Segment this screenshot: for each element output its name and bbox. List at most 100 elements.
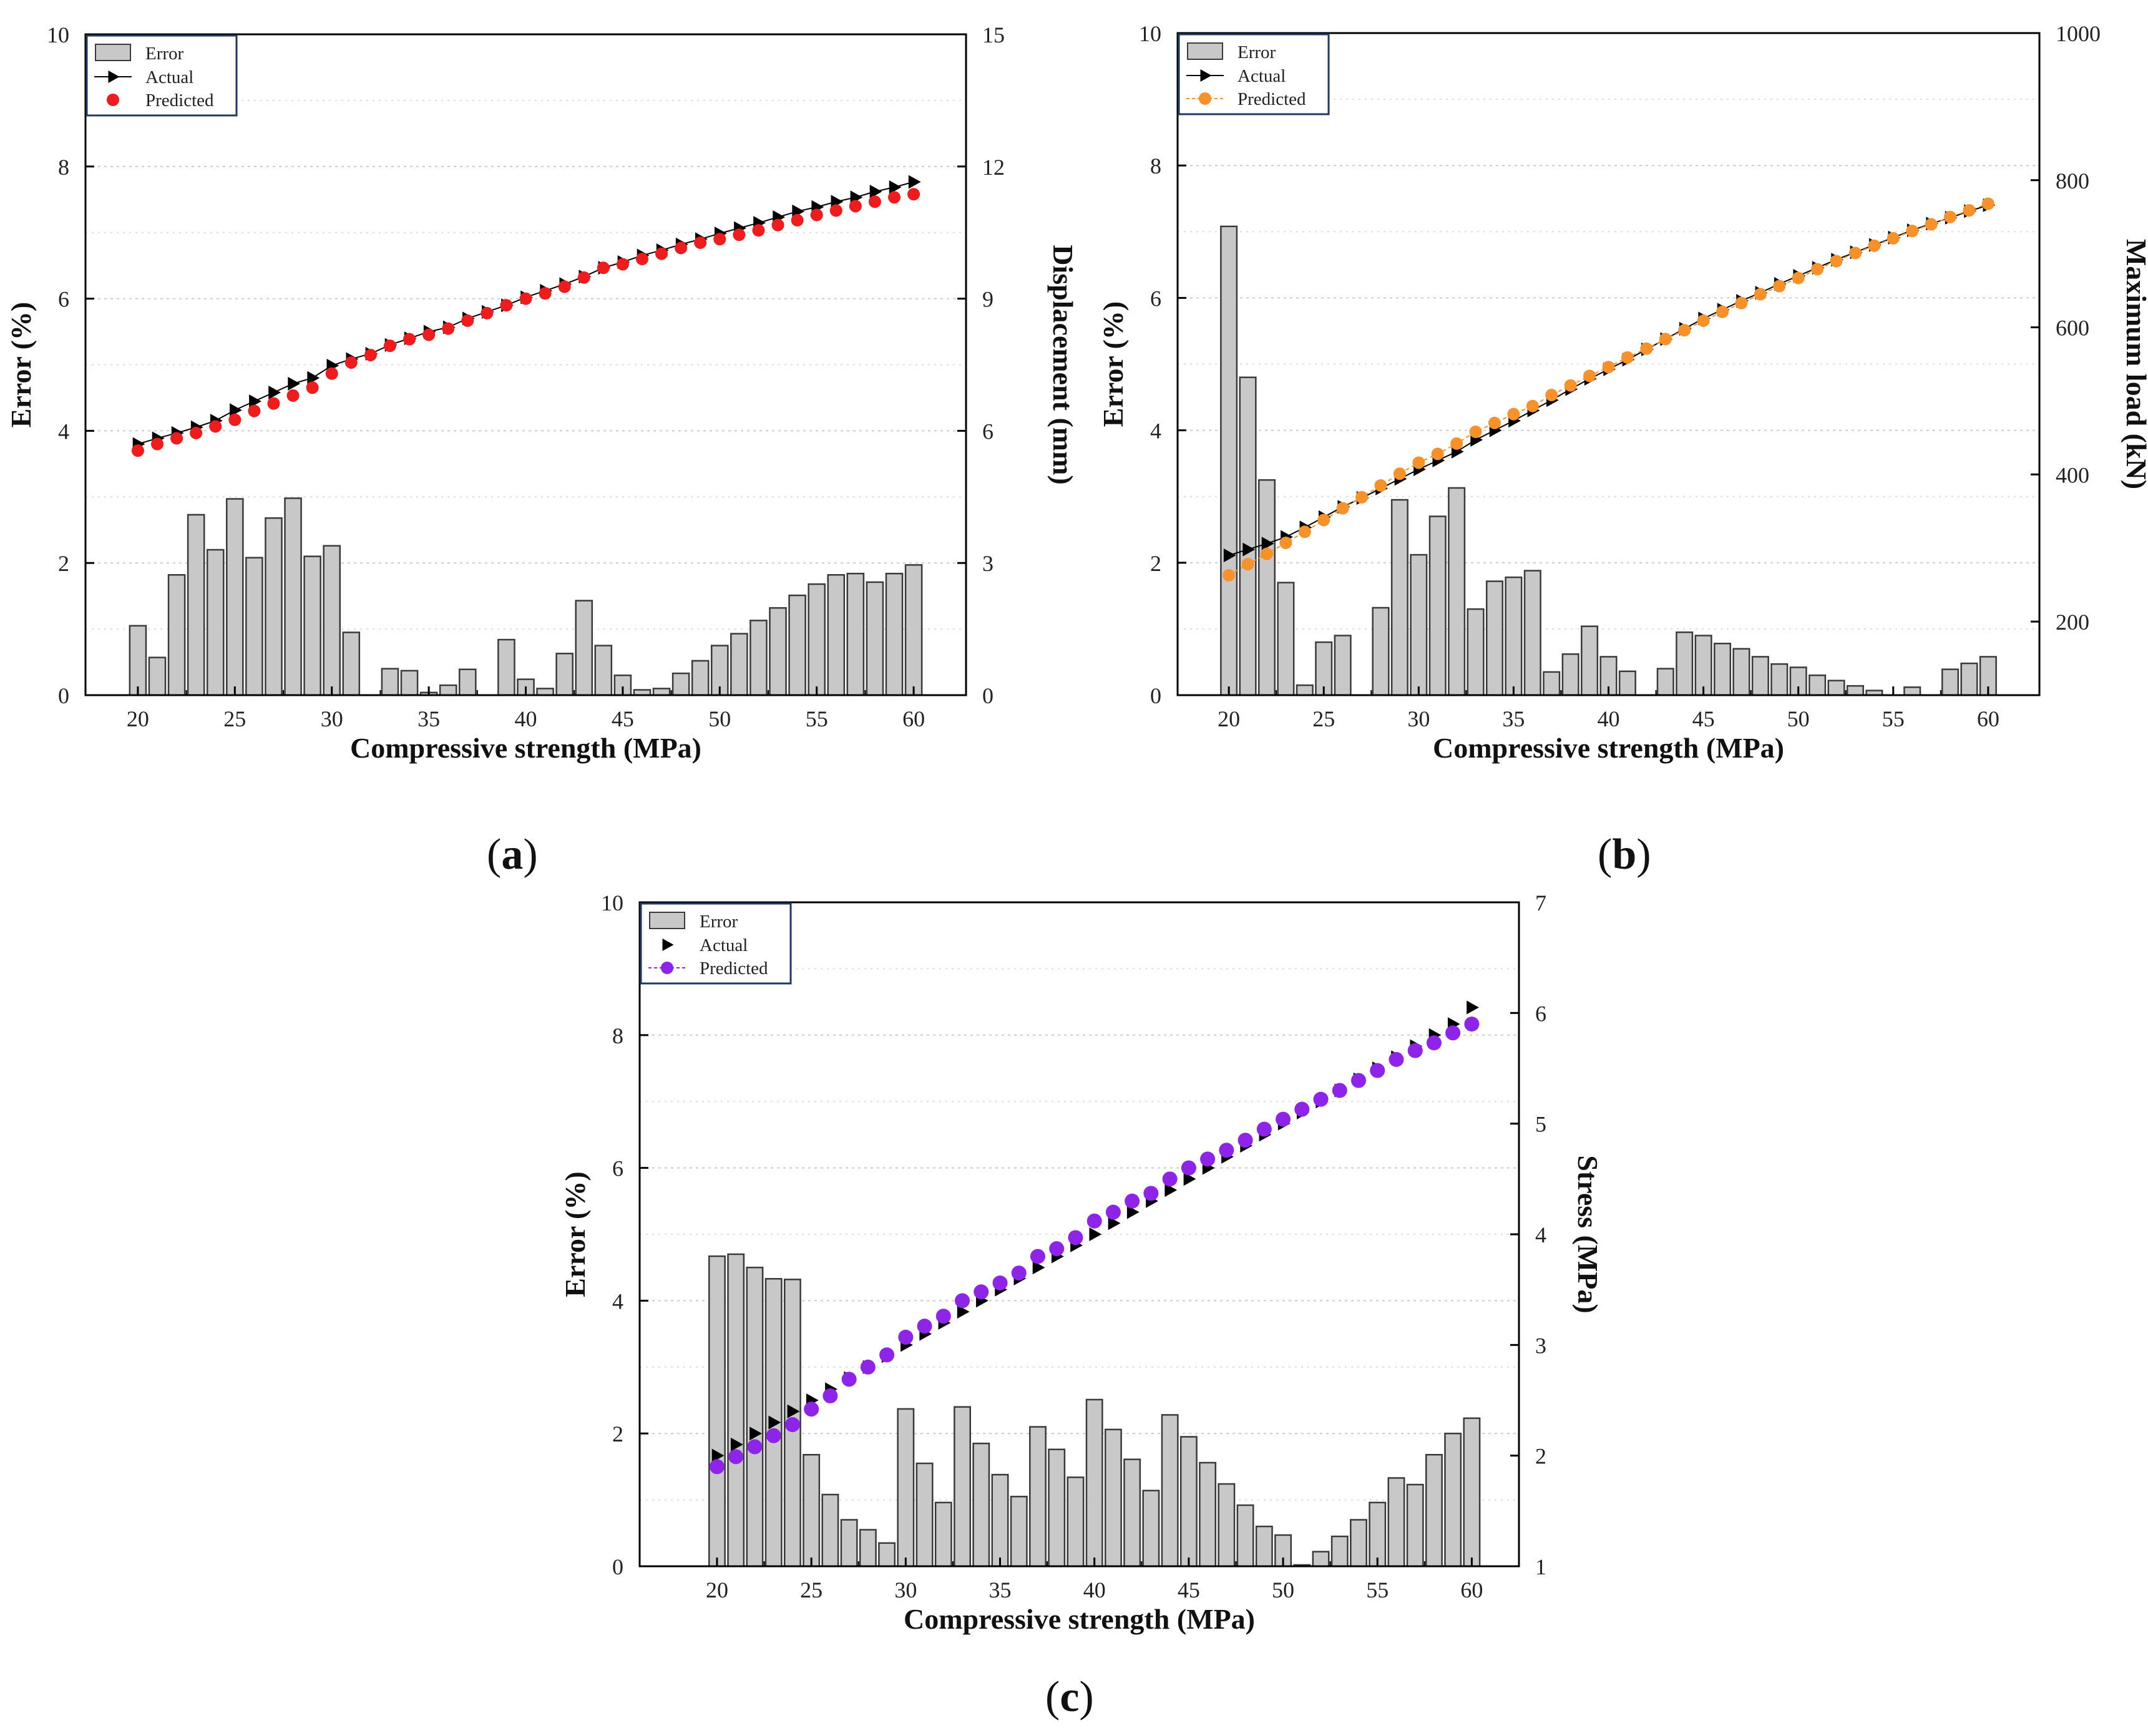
x-tick-label: 35 (989, 1578, 1012, 1602)
error-bar (148, 656, 167, 696)
y-left-axis-title: Error (%) (5, 302, 37, 427)
predicted-point (1355, 490, 1369, 504)
legend-predicted-marker (107, 94, 119, 106)
predicted-point (974, 1284, 989, 1300)
error-bar (555, 653, 574, 696)
error-bar (1581, 625, 1599, 696)
y-left-tick-label: 10 (601, 890, 623, 915)
x-tick-label: 50 (1272, 1578, 1294, 1602)
legend-error-label: Error (1238, 42, 1276, 62)
error-bar (749, 620, 768, 696)
x-tick-label: 60 (902, 706, 925, 731)
error-bar (1713, 642, 1732, 696)
legend-predicted-label: Predicted (1238, 89, 1306, 109)
predicted-point (1350, 1073, 1366, 1088)
predicted-point (1963, 204, 1976, 217)
error-bar (1257, 479, 1276, 696)
predicted-point (150, 437, 164, 451)
x-tick-label: 30 (894, 1578, 917, 1602)
panel-label-c: (c) (1045, 1673, 1094, 1721)
actual-point (230, 403, 242, 417)
y-right-axis-title: Maximum load (kN) (2121, 239, 2148, 489)
error-bar (1410, 553, 1428, 696)
y-right-tick-label: 3 (982, 551, 993, 576)
error-bar (1350, 1519, 1367, 1568)
predicted-point (383, 339, 396, 353)
legend-error-swatch (649, 912, 685, 929)
predicted-point (228, 413, 242, 426)
predicted-point (500, 299, 513, 312)
legend-error-swatch (1187, 42, 1223, 60)
predicted-point (1925, 218, 1938, 231)
y-right-tick-label: 1000 (2056, 21, 2101, 46)
predicted-point (1830, 255, 1843, 268)
predicted-point (1374, 479, 1387, 492)
x-tick-label: 45 (612, 706, 634, 731)
predicted-point (804, 1402, 819, 1417)
predicted-point (1469, 425, 1482, 438)
error-bar (129, 625, 147, 696)
predicted-point (1583, 369, 1596, 383)
error-bar (594, 645, 613, 696)
predicted-point (1602, 361, 1615, 374)
error-bar (1846, 685, 1864, 696)
predicted-point (1313, 1091, 1329, 1107)
x-tick-label: 35 (417, 706, 440, 731)
x-tick-label: 25 (800, 1578, 823, 1602)
error-bar (803, 1453, 821, 1568)
legend-predicted-label: Predicted (700, 958, 768, 978)
predicted-point (190, 426, 203, 439)
error-bar (827, 574, 846, 696)
predicted-point (1105, 1204, 1121, 1220)
error-bar (885, 572, 904, 696)
legend-actual-marker (108, 71, 120, 83)
predicted-point (558, 280, 571, 293)
error-bar (1425, 1453, 1443, 1568)
error-bar (1104, 1428, 1122, 1568)
error-bar (897, 1408, 915, 1568)
legend-predicted-marker (1199, 92, 1211, 105)
panel-label-a: (a) (487, 831, 538, 879)
predicted-point (868, 195, 881, 208)
actual-point (1183, 1172, 1196, 1186)
y-right-tick-label: 4 (1535, 1222, 1546, 1247)
actual-point (787, 1404, 800, 1418)
predicted-point (784, 1417, 800, 1433)
predicted-point (728, 1449, 744, 1465)
actual-point (1242, 542, 1256, 557)
y-right-tick-label: 3 (1535, 1333, 1546, 1358)
error-bar (788, 594, 806, 696)
predicted-point (829, 204, 842, 217)
error-bar (1390, 499, 1408, 696)
y-left-tick-label: 4 (612, 1289, 623, 1314)
predicted-point (955, 1293, 970, 1309)
predicted-point (1811, 263, 1824, 276)
predicted-point (1526, 399, 1539, 412)
predicted-point (344, 356, 358, 369)
error-bar (1334, 635, 1352, 696)
error-bar (1618, 670, 1636, 696)
actual-point (1108, 1216, 1121, 1231)
chart-panel-b: 20 25 30 35 40 45 50 55 600246810200400600800100… (1097, 21, 2148, 764)
error-bar (1505, 576, 1523, 696)
y-left-tick-label: 10 (47, 22, 69, 47)
x-axis-title: Compressive strength (MPa) (350, 732, 701, 764)
error-bar (167, 574, 186, 696)
predicted-point (1370, 1063, 1385, 1078)
error-bar (1467, 608, 1485, 696)
error-bar (1218, 1483, 1236, 1568)
x-tick-label: 35 (1502, 706, 1525, 731)
error-bar (1448, 487, 1466, 696)
x-tick-label: 60 (1977, 706, 1999, 731)
legend-actual-label: Actual (145, 67, 193, 87)
legend-predicted-label: Predicted (145, 90, 214, 110)
error-bar (1444, 1432, 1462, 1568)
predicted-point (1981, 197, 1994, 210)
error-bar (1827, 680, 1845, 696)
predicted-point (1868, 239, 1881, 252)
predicted-point (131, 444, 144, 457)
actual-point (1223, 549, 1236, 563)
predicted-point (879, 1347, 895, 1363)
y-left-tick-label: 2 (58, 551, 69, 576)
error-bar (303, 555, 321, 696)
